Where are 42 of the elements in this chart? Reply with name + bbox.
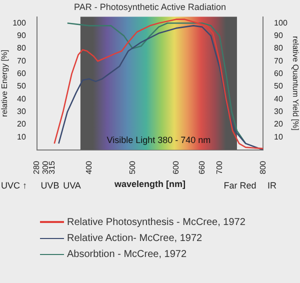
y-tick-label: 40 <box>17 94 26 104</box>
x-tick-label: 315 <box>47 160 56 174</box>
y2-tick-label: 90 <box>274 31 284 40</box>
y-tick-label: 80 <box>17 44 26 53</box>
y2-tick-label: 60 <box>274 69 284 78</box>
legend-label: Absorbtion - McCree, 1972 <box>67 248 187 260</box>
text: UVA <box>63 180 81 190</box>
band-label: Visible Light 380 - 740 nm <box>106 134 211 145</box>
y-tick-label: 100 <box>12 18 26 28</box>
y2-axis-title: relative Quantum Yield [%] <box>290 36 300 130</box>
y-tick-label: 70 <box>17 56 26 66</box>
y2-tick-label: 100 <box>274 18 288 28</box>
y2-tick-label: 30 <box>274 107 284 116</box>
y-tick-label: 10 <box>17 132 26 142</box>
text: UVB <box>40 180 60 190</box>
x-tick-label: 660 <box>197 160 206 174</box>
text: IR <box>268 180 277 190</box>
legend-label: Relative Action- McCree, 1972 <box>67 232 202 244</box>
chart-title: PAR - Photosynthetic Active Radiation <box>74 2 226 12</box>
x-tick-label: 400 <box>84 160 94 174</box>
x-axis-title: wavelength [nm] <box>113 179 186 190</box>
x-tick-label: 300 <box>40 160 50 174</box>
text: Far Red <box>224 180 256 190</box>
y-tick-label: 30 <box>17 107 26 116</box>
y2-tick-label: 80 <box>274 44 284 53</box>
y-tick-label: 50 <box>17 82 26 91</box>
y-axis-title: relative Energy [%] <box>0 50 10 117</box>
x-tick-label: 500 <box>128 160 137 174</box>
y2-tick-label: 50 <box>274 82 284 91</box>
x-tick-label: 600 <box>171 160 180 174</box>
y2-tick-label: 20 <box>274 120 284 129</box>
y-tick-label: 90 <box>17 31 26 40</box>
y2-tick-label: 70 <box>274 56 284 66</box>
legend-label: Relative Photosynthesis - McCree, 1972 <box>67 216 246 228</box>
y-tick-label: 60 <box>17 69 26 78</box>
y-tick-label: 20 <box>17 120 26 129</box>
x-tick-label: 700 <box>214 160 224 174</box>
text: UVC ↑ <box>0 180 28 190</box>
y2-tick-label: 40 <box>274 94 284 104</box>
y2-tick-label: 10 <box>274 132 284 142</box>
x-tick-label: 280 <box>32 160 42 174</box>
x-tick-label: 800 <box>258 160 268 174</box>
